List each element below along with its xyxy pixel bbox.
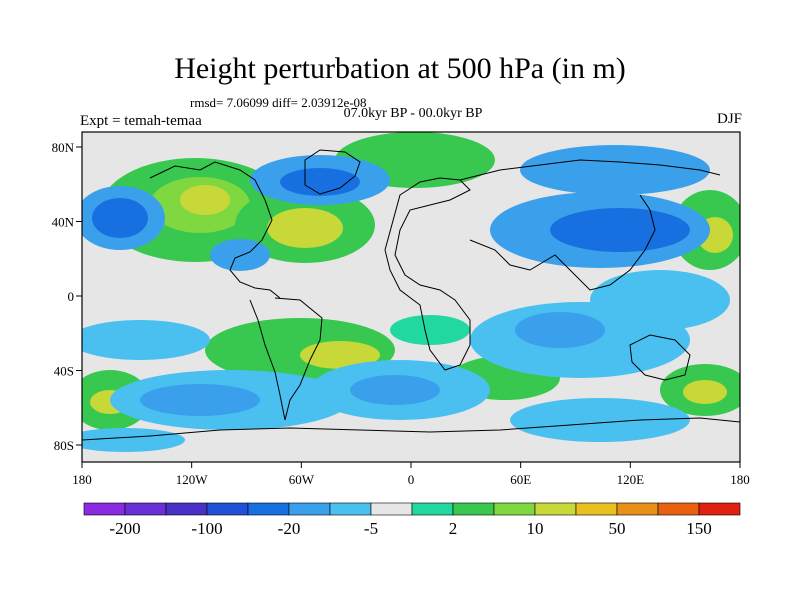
colorbar-swatch xyxy=(124,502,167,516)
colorbar-label: -20 xyxy=(278,519,301,538)
coastlines xyxy=(82,149,740,441)
season-label: DJF xyxy=(716,111,742,127)
colorbar-label: 150 xyxy=(686,519,712,538)
contour-negative-namerica xyxy=(210,239,270,271)
coastline-eurasia-north xyxy=(459,159,721,181)
colorbar-swatch xyxy=(83,502,126,516)
contour-positive-npacific-core xyxy=(180,185,230,215)
contour-negative-southern-pacific-core xyxy=(140,384,260,416)
contour-positive-tropics xyxy=(390,315,470,345)
coastline-south-america xyxy=(274,297,323,421)
colorbar-swatch xyxy=(370,502,413,516)
contour-positive-spacific-east-core xyxy=(683,380,727,404)
lon-tick-label: 60E xyxy=(510,472,531,487)
colorbar-label: -5 xyxy=(364,519,378,538)
colorbar-label: -100 xyxy=(191,519,222,538)
colorbar-swatch xyxy=(411,502,454,516)
plot-title: Height perturbation at 500 hPa (in m) xyxy=(174,52,626,85)
colorbar-swatch xyxy=(288,502,331,516)
lon-tick-label: 60W xyxy=(289,472,315,487)
period-label: 07.0kyr BP - 00.0kyr BP xyxy=(343,106,483,121)
colorbar-swatch xyxy=(247,502,290,516)
lon-tick-label: 180 xyxy=(72,472,92,487)
colorbar-swatch xyxy=(329,502,372,516)
coastline-australia xyxy=(629,334,691,381)
colorbar-labels: -200 -100 -20 -5 2 10 50 150 xyxy=(109,519,711,538)
lon-tick-label: 120W xyxy=(176,472,209,487)
colorbar-swatch xyxy=(452,502,495,516)
contour-negative-tropical-pacific xyxy=(82,320,210,360)
colorbar-swatch xyxy=(616,502,659,516)
lon-tick-label: 120E xyxy=(617,472,645,487)
contour-negative-indian-core xyxy=(515,312,605,348)
colorbar-swatch xyxy=(493,502,536,516)
colorbar-label: -200 xyxy=(109,519,140,538)
contour-negative-antarctic-west xyxy=(82,428,185,452)
longitude-axis: 180 120W 60W 0 60E 120E 180 xyxy=(72,462,750,487)
colorbar-swatch xyxy=(575,502,618,516)
colorbar-swatch xyxy=(534,502,577,516)
lat-tick-label: 80S xyxy=(54,438,74,453)
statistics-label: rmsd= 7.06099 diff= 2.03912e-08 xyxy=(190,95,367,110)
colorbar-label: 10 xyxy=(527,519,544,538)
lon-tick-label: 180 xyxy=(730,472,750,487)
contour-fields xyxy=(82,132,740,452)
contour-negative-asia-core xyxy=(550,208,690,252)
lon-tick-label: 0 xyxy=(408,472,415,487)
colorbar xyxy=(83,502,741,516)
colorbar-label: 50 xyxy=(609,519,626,538)
contour-positive-natlantic-core xyxy=(267,208,343,248)
lat-tick-label: 40N xyxy=(52,215,75,230)
latitude-axis: 80N 40N 0 40S 80S xyxy=(52,140,82,453)
colorbar-swatch xyxy=(206,502,249,516)
contour-negative-siberia xyxy=(520,145,710,195)
colorbar-label: 2 xyxy=(449,519,458,538)
contour-negative-greenland-core xyxy=(280,168,360,196)
colorbar-swatch xyxy=(698,502,741,516)
coastline-north-america xyxy=(149,161,281,299)
experiment-label: Expt = temah-temaa xyxy=(80,113,202,129)
coastline-antarctica xyxy=(82,417,740,441)
contour-negative-southern-indian xyxy=(510,398,690,442)
coastline-asia-south xyxy=(469,194,656,291)
contour-negative-npacific-core xyxy=(92,198,148,238)
lat-tick-label: 80N xyxy=(52,140,75,155)
contour-negative-southern-atlantic-core xyxy=(350,375,440,405)
lat-tick-label: 0 xyxy=(68,289,75,304)
contour-positive-satlantic-core xyxy=(300,341,380,369)
coastline-greenland xyxy=(304,149,361,195)
contour-negative-maritime xyxy=(590,270,730,330)
coastline-south-america-west xyxy=(249,299,286,421)
colorbar-swatch xyxy=(657,502,700,516)
colorbar-swatch xyxy=(165,502,208,516)
lat-tick-label: 40S xyxy=(54,364,74,379)
coastline-africa-europe xyxy=(384,177,471,371)
